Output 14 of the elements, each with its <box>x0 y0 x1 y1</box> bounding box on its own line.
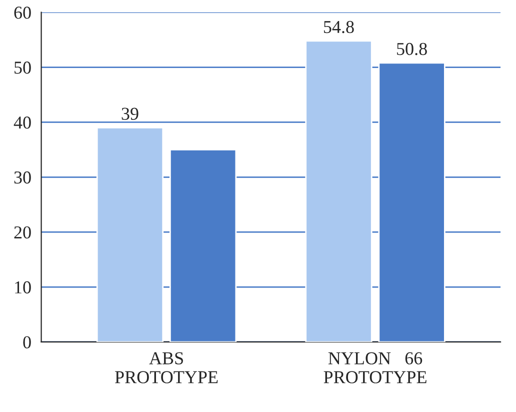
data-label: 54.8 <box>324 20 354 34</box>
y-tick-label: 60 <box>14 6 31 19</box>
x-tick-label: NYLON 66 PROTOTYPE <box>324 352 426 384</box>
bar <box>305 40 372 342</box>
y-tick-label: 10 <box>15 281 31 294</box>
bar <box>96 127 164 342</box>
y-tick-label: 40 <box>14 116 31 129</box>
y-tick-label: 50 <box>14 62 31 74</box>
y-tick-label: 20 <box>14 226 31 239</box>
data-label: 39 <box>122 108 138 120</box>
data-label: 50.8 <box>397 42 427 56</box>
x-tick-label: ABS PROTOTYPE <box>115 352 218 384</box>
y-tick-label: 0 <box>23 336 31 348</box>
y-tick-label: 30 <box>14 171 31 184</box>
